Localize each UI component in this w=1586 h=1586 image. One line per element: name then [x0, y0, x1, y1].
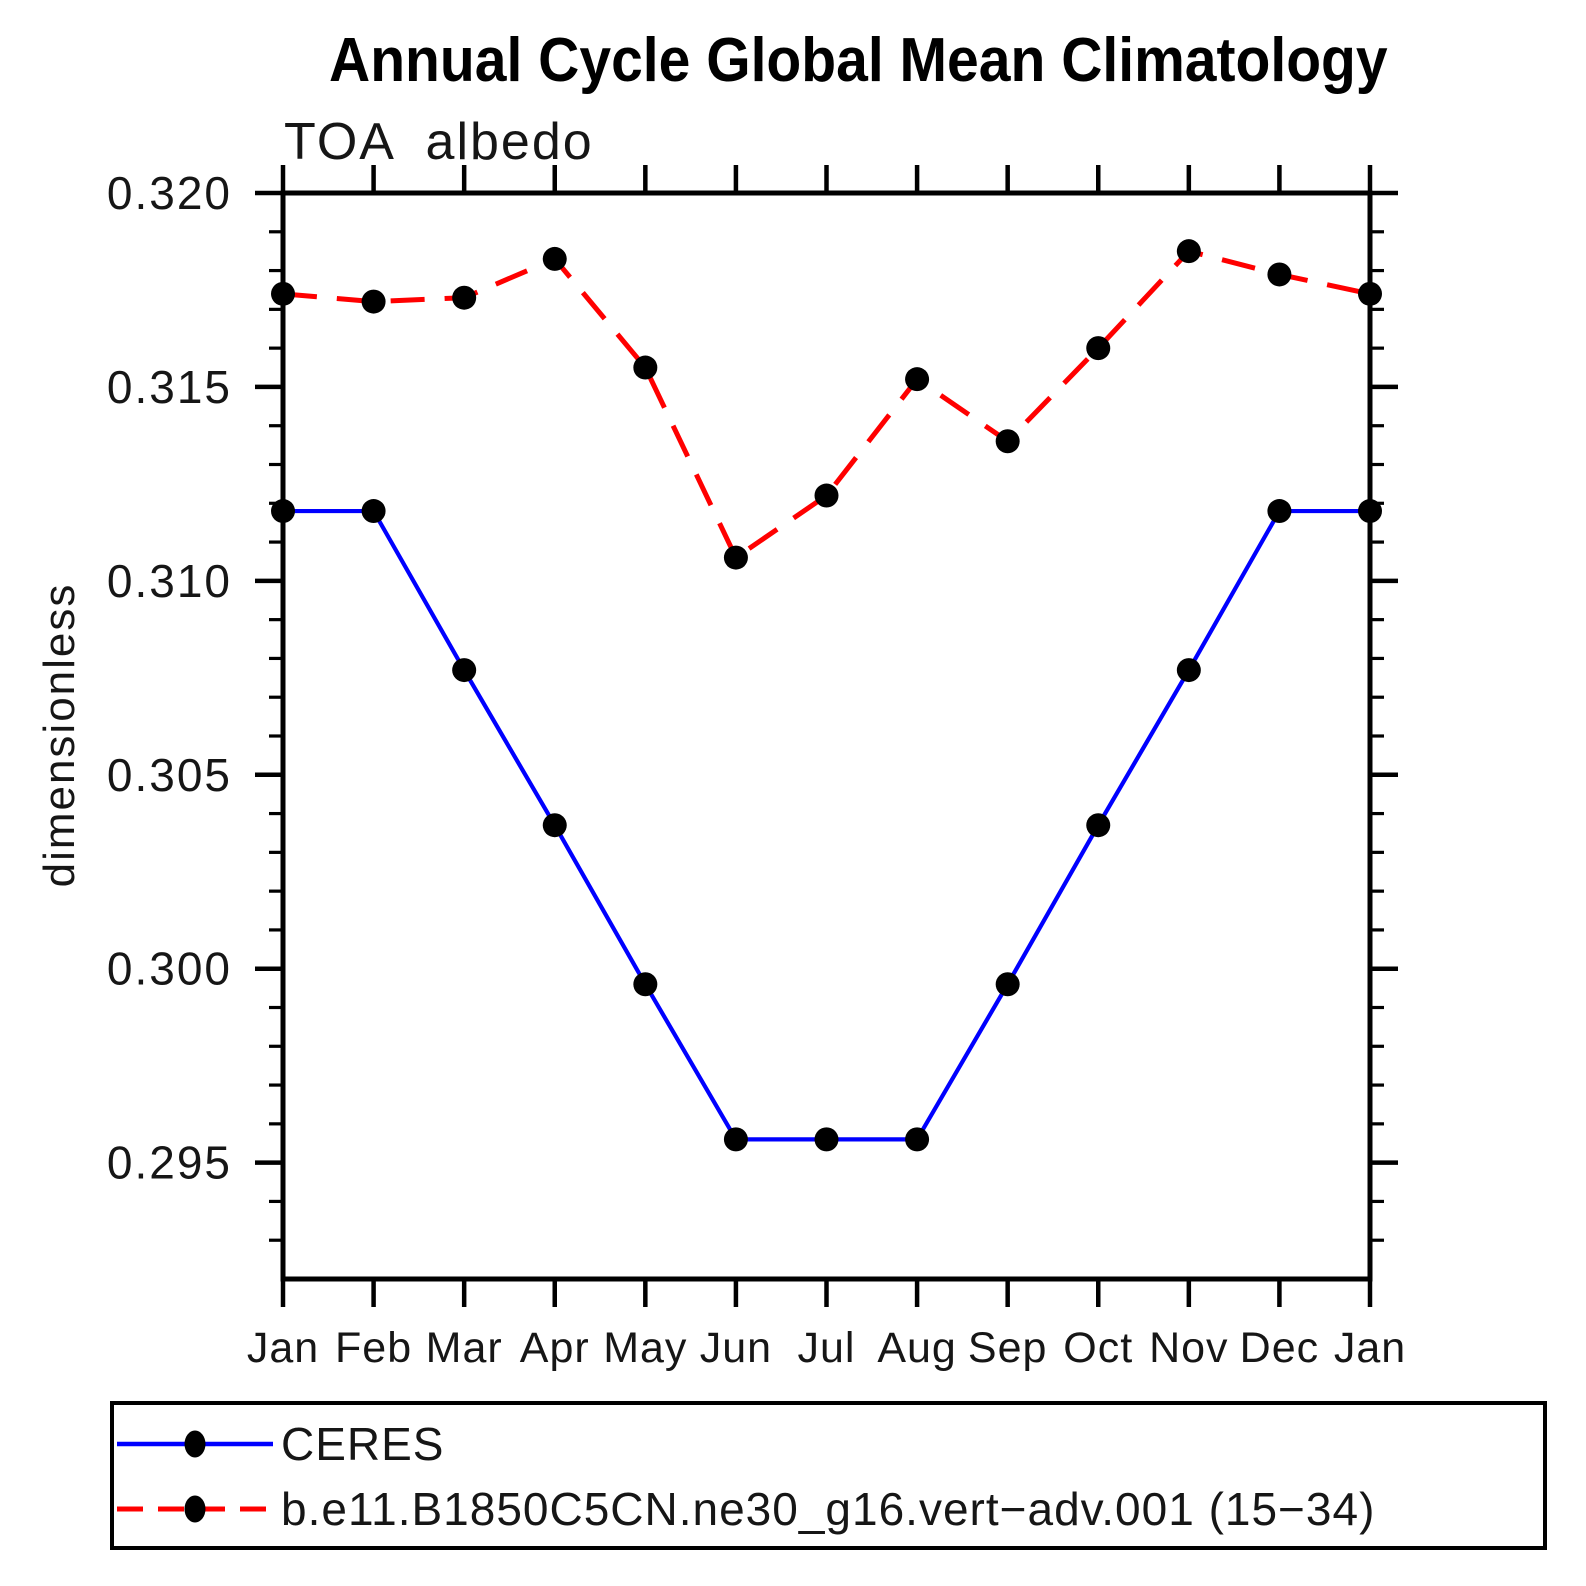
data-point-marker-ceres	[361, 499, 386, 524]
data-point-marker-model	[452, 285, 477, 310]
y-tick-label: 0.310	[107, 555, 232, 607]
y-tick-label: 0.295	[107, 1137, 232, 1189]
series-line-model	[282, 248, 1371, 562]
chart-title: Annual Cycle Global Mean Climatology	[283, 30, 1388, 94]
plot-border	[280, 190, 1373, 1282]
x-tick-label: Nov	[1149, 1324, 1228, 1372]
y-tick-label: 0.320	[107, 167, 232, 219]
series-layer	[271, 239, 1382, 1152]
y-tick-label: 0.300	[107, 943, 232, 995]
data-point-marker-model	[905, 367, 930, 392]
x-tick-label: Aug	[877, 1324, 957, 1372]
x-tick-label: Oct	[1063, 1324, 1133, 1372]
data-point-marker-model	[995, 429, 1020, 454]
data-point-marker-model	[723, 545, 748, 570]
data-point-marker-model	[1267, 262, 1292, 287]
data-point-marker-ceres	[905, 1127, 930, 1152]
axis-labels-layer: 0.295 0.300 0.305 0.310 0.315 0.320 Jan Feb Mar A…	[107, 167, 1406, 1372]
data-point-marker-ceres	[633, 972, 658, 997]
data-point-marker-ceres	[1176, 658, 1201, 683]
x-tick-label: Feb	[335, 1324, 412, 1372]
x-tick-label: Jun	[700, 1324, 772, 1372]
y-tick-label: 0.315	[107, 361, 232, 413]
data-point-marker-ceres	[542, 813, 567, 838]
legend: CERES b.e11.B1850C5CN.ne30_g16.vert−adv.…	[110, 1401, 1547, 1550]
data-point-marker-model	[814, 483, 839, 508]
x-tick-label: Mar	[426, 1324, 503, 1372]
legend-marker-ceres	[184, 1430, 206, 1458]
chart-title-text: Annual Cycle Global Mean Climatology	[329, 26, 1388, 95]
legend-marker-model	[184, 1495, 206, 1523]
x-tick-label: Jul	[798, 1324, 856, 1372]
data-point-marker-model	[1358, 281, 1382, 306]
data-point-marker-ceres	[452, 658, 477, 683]
data-point-marker-model	[633, 355, 658, 380]
series-line-ceres	[283, 508, 1370, 1142]
data-point-marker-ceres	[1086, 813, 1111, 838]
x-tick-label: Jan	[247, 1324, 319, 1372]
data-point-marker-model	[1086, 336, 1111, 361]
data-point-marker-model	[542, 246, 567, 271]
x-tick-label: Jan	[1334, 1324, 1406, 1372]
x-tick-label: Sep	[968, 1324, 1048, 1372]
data-point-marker-model	[271, 281, 295, 306]
data-point-marker-ceres	[1267, 499, 1292, 524]
data-point-marker-ceres	[271, 499, 295, 524]
x-tick-label: May	[603, 1324, 687, 1372]
data-point-marker-ceres	[995, 972, 1020, 997]
data-point-marker-model	[1176, 239, 1201, 264]
x-tick-label: Apr	[520, 1324, 590, 1372]
data-point-marker-model	[361, 289, 386, 314]
legend-box	[110, 1401, 1547, 1550]
plot-subtitle-left: TOA albedo	[284, 113, 594, 171]
legend-label-ceres: CERES	[281, 1418, 444, 1470]
data-point-marker-ceres	[1358, 499, 1382, 524]
y-tick-label: 0.305	[107, 749, 232, 801]
x-tick-label: Dec	[1240, 1324, 1319, 1372]
data-point-marker-ceres	[814, 1127, 839, 1152]
data-point-marker-ceres	[723, 1127, 748, 1152]
legend-label-model: b.e11.B1850C5CN.ne30_g16.vert−adv.001 (1…	[281, 1483, 1375, 1535]
